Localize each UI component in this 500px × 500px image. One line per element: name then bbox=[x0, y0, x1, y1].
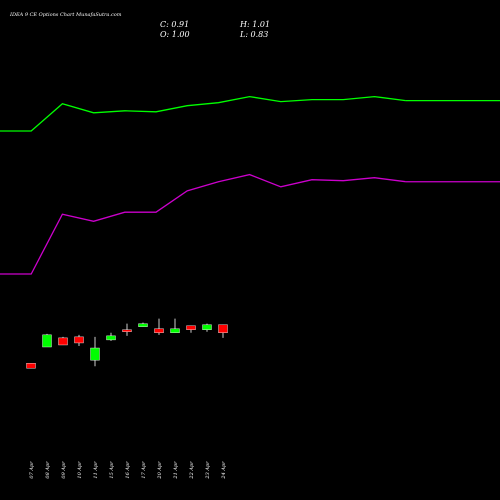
band-lines bbox=[0, 95, 500, 275]
candle-up bbox=[42, 334, 52, 348]
upper-band-line bbox=[0, 95, 406, 132]
x-tick-label: 10 Apr bbox=[77, 461, 83, 479]
x-tick-label: 22 Apr bbox=[189, 461, 195, 480]
candle-down bbox=[26, 363, 36, 369]
candle-down bbox=[154, 328, 164, 334]
x-tick-label: 07 Apr bbox=[29, 461, 35, 479]
high-readout: H: 1.01 bbox=[239, 20, 270, 29]
x-tick-label: 17 Apr bbox=[141, 461, 147, 479]
candle-down bbox=[74, 336, 84, 344]
x-tick-label: 23 Apr bbox=[205, 461, 211, 480]
x-tick-label: 20 Apr bbox=[157, 461, 163, 480]
candle-up bbox=[138, 323, 148, 327]
x-tick-label: 16 Apr bbox=[125, 461, 131, 479]
candle-up bbox=[202, 324, 212, 330]
x-tick-label: 24 Apr bbox=[221, 461, 227, 480]
close-readout: C: 0.91 bbox=[160, 20, 189, 29]
candle-up bbox=[106, 335, 116, 341]
x-axis-ticks: 07 Apr 08 Apr 09 Apr 10 Apr 11 Apr 15 Apr 16 A… bbox=[29, 461, 227, 480]
candle-down bbox=[58, 337, 68, 346]
candle-down bbox=[122, 329, 132, 332]
chart-title: IDEA 9 CE Options Chart MunafaSutra.com bbox=[9, 12, 122, 18]
low-readout: L: 0.83 bbox=[239, 30, 268, 39]
candle-up bbox=[170, 328, 180, 334]
x-tick-label: 09 Apr bbox=[61, 461, 67, 479]
candle-down bbox=[218, 324, 228, 334]
candles-layer bbox=[26, 318, 228, 369]
candle-up bbox=[90, 347, 100, 361]
open-readout: O: 1.00 bbox=[160, 30, 190, 39]
x-tick-label: 15 Apr bbox=[109, 461, 115, 479]
x-tick-label: 11 Apr bbox=[93, 461, 99, 479]
x-tick-label: 08 Apr bbox=[45, 461, 51, 479]
x-tick-label: 21 Apr bbox=[173, 461, 179, 480]
candle-down bbox=[186, 325, 196, 330]
lower-band-line bbox=[0, 173, 406, 275]
